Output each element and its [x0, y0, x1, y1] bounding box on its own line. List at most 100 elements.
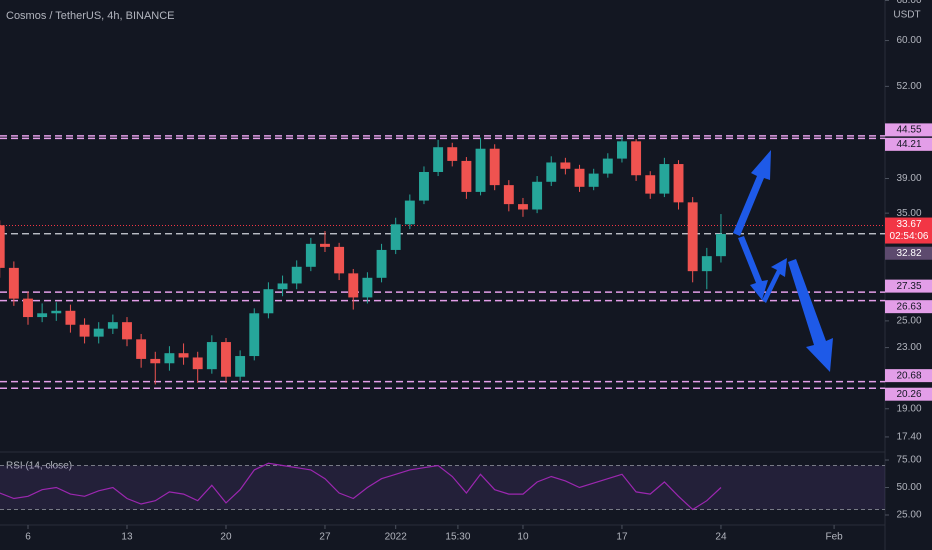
candle-body: [518, 204, 528, 210]
y-tick-label: 17.40: [896, 432, 921, 443]
candle-body: [206, 342, 217, 370]
level-label: 26.63: [896, 301, 921, 312]
x-tick-label: 27: [319, 532, 331, 543]
marked-price-label-bg: [885, 246, 932, 260]
candle-body: [79, 324, 90, 337]
last-price-label-bg: [885, 217, 932, 244]
countdown-label: 02:54:06: [890, 231, 929, 242]
y-tick-label: 39.00: [896, 173, 921, 184]
candle-body: [532, 181, 543, 210]
candle-body: [51, 310, 62, 314]
candle-body: [404, 200, 415, 225]
y-tick-label: 68.00: [896, 0, 921, 6]
candle-body: [150, 358, 161, 364]
rsi-title: RSI (14, close): [6, 461, 72, 472]
level-label: 44.55: [896, 125, 921, 136]
candle-body: [93, 328, 104, 337]
candle-body: [122, 322, 132, 340]
candle-body: [659, 164, 670, 194]
candle-body: [588, 173, 599, 187]
y-tick-label: 60.00: [896, 35, 921, 46]
y-tick-label: 35.00: [896, 208, 921, 219]
drawing-arrows: [733, 150, 833, 372]
x-tick-label: Feb: [825, 532, 843, 543]
candle-body: [419, 171, 429, 201]
candle-body: [221, 342, 231, 377]
level-label: 44.21: [896, 139, 921, 150]
candle-body: [291, 266, 302, 284]
chart-title: Cosmos / TetherUS, 4h, BINANCE: [6, 10, 175, 22]
arrow-up-short: [762, 258, 787, 303]
candle-body: [334, 246, 345, 274]
candle-body: [602, 158, 613, 174]
y-tick-label: 23.00: [896, 342, 921, 353]
y-tick-label: 52.00: [896, 81, 921, 92]
last-price-label: 33.67: [896, 219, 921, 230]
candle-body: [277, 283, 288, 290]
y-tick-label: 25.00: [896, 316, 921, 327]
x-tick-label: 10: [517, 532, 529, 543]
candle-body: [489, 148, 500, 186]
rsi-line: [0, 462, 722, 511]
y-tick-label: 75.00: [896, 455, 921, 466]
y-tick-label: 25.00: [896, 510, 921, 521]
arrow-down-short: [738, 236, 768, 300]
candle-body: [574, 168, 585, 187]
x-tick-label: 2022: [385, 532, 408, 543]
candle-body: [0, 225, 5, 268]
candle-body: [8, 267, 19, 299]
candle-body: [164, 353, 175, 364]
candle-body: [687, 202, 698, 272]
level-label-bg: [885, 123, 932, 137]
candle-body: [701, 256, 712, 272]
candle-body: [136, 339, 147, 359]
candle-body: [362, 277, 373, 298]
level-label-bg: [885, 300, 932, 314]
candle-body: [631, 141, 642, 176]
candle-body: [673, 164, 684, 203]
candle-body: [503, 185, 514, 205]
candle-body: [305, 243, 316, 267]
x-tick-label: 24: [715, 532, 727, 543]
candle-body: [320, 243, 330, 247]
x-tick-label: 20: [220, 532, 232, 543]
x-tick-label: 17: [616, 532, 628, 543]
candle-body: [390, 224, 401, 250]
x-tick-label: 15:30: [445, 532, 470, 543]
level-label-bg: [885, 137, 932, 151]
candle-body: [178, 353, 189, 358]
currency-label: USDT: [893, 10, 920, 21]
candle-body: [475, 148, 486, 192]
candle-body: [433, 147, 444, 172]
candle-body: [107, 322, 118, 329]
level-label-bg: [885, 387, 932, 401]
marked-price-label: 32.82: [896, 248, 921, 259]
candle-body: [263, 289, 274, 314]
candle-body: [560, 162, 571, 169]
candle-body: [348, 273, 359, 298]
level-label: 27.35: [896, 281, 921, 292]
candle-body: [235, 356, 246, 377]
candle-body: [461, 160, 472, 192]
level-label-bg: [885, 279, 932, 293]
candle-body: [546, 162, 557, 182]
candle-body: [23, 298, 33, 318]
y-tick-label: 19.00: [896, 403, 921, 414]
candle-body: [65, 310, 76, 325]
level-label: 20.26: [896, 389, 921, 400]
candle-body: [645, 175, 656, 194]
rsi-band: [0, 465, 885, 510]
arrow-up: [733, 150, 771, 236]
candle-body: [376, 249, 387, 278]
arrow-down-long: [788, 259, 833, 372]
candle-body: [617, 141, 627, 159]
x-tick-label: 6: [25, 532, 31, 543]
x-tick-label: 13: [121, 532, 133, 543]
candle-body: [447, 147, 458, 161]
level-label-bg: [885, 369, 932, 383]
candle-body: [716, 233, 726, 257]
y-tick-label: 50.00: [896, 482, 921, 493]
level-label: 20.68: [896, 370, 921, 381]
candle-body: [249, 313, 260, 357]
